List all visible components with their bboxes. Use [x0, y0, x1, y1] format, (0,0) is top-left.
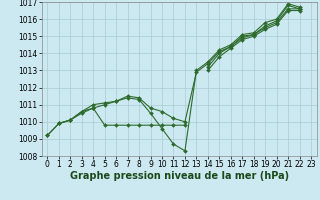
X-axis label: Graphe pression niveau de la mer (hPa): Graphe pression niveau de la mer (hPa) [70, 171, 289, 181]
